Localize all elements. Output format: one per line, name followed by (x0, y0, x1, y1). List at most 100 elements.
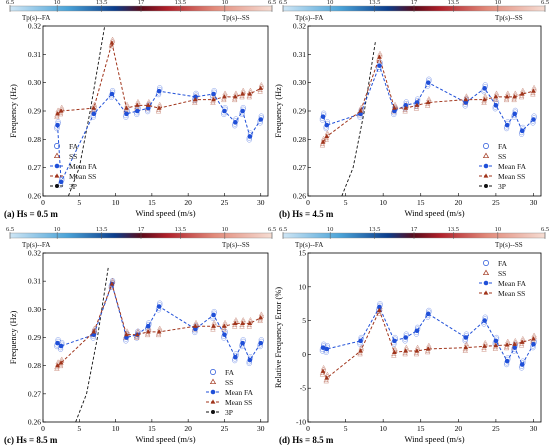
legend-label: Mean FA (69, 162, 98, 171)
ss-sample-point (240, 87, 246, 93)
colorbar-tick-label: 13.5 (96, 226, 107, 233)
ss-sample-point (492, 345, 499, 351)
mean-fa-point (425, 311, 431, 317)
mean-fa-point (493, 338, 499, 344)
mean-fa-point (145, 323, 151, 329)
mean-fa-point (258, 117, 264, 122)
ss-sample-point (505, 338, 511, 344)
mean-ss-point (519, 91, 525, 96)
ss-sample-point (258, 311, 265, 317)
mean-ss-point (463, 345, 469, 350)
legend-label: 3P (225, 408, 233, 417)
x-tick-label: 25 (221, 424, 229, 433)
mean-fa-point (222, 332, 227, 337)
x-tick-label: 0 (41, 198, 45, 207)
ss-sample-point (135, 98, 141, 104)
legend-label: Mean SS (225, 398, 252, 407)
y-tick-label: 0.26 (28, 418, 41, 427)
legend-marker-3p (55, 184, 59, 188)
mean-ss-point (403, 105, 409, 110)
mean-fa-point (414, 328, 420, 334)
legend-marker-mean-fa (483, 280, 489, 286)
ss-sample-point (518, 342, 525, 348)
x-tick-label: 15 (417, 424, 425, 433)
ss-sample-point (319, 371, 326, 377)
ss-sample-point (211, 319, 217, 325)
ss-sample-point (258, 81, 265, 87)
ss-sample-point (481, 346, 487, 352)
ss-sample-point (192, 100, 198, 105)
legend-label: FA (69, 142, 79, 151)
mean-fa-point (91, 332, 97, 337)
mean-fa-point (392, 108, 397, 114)
colorbar-tick-label: 10 (222, 226, 229, 233)
ss-sample-point (520, 87, 526, 93)
mean-fa-point (258, 340, 264, 346)
mean-ss-point (377, 54, 382, 59)
legend-label: Mean FA (225, 388, 254, 397)
ss-sample-point (323, 136, 329, 142)
mean-ss-point (377, 307, 382, 313)
legend-marker-fa (210, 369, 216, 375)
ss-sample-point (357, 351, 363, 357)
colorbar-label-fa: Tp(s)--FA (22, 14, 50, 22)
ss-sample-point (247, 317, 254, 322)
colorbar-tick-label: 10 (54, 226, 61, 233)
y-tick-label: 0.32 (28, 249, 41, 258)
y-tick-label: 0.30 (28, 305, 41, 314)
mean-ss-point (193, 323, 198, 328)
y-tick-label: -5 (300, 384, 306, 393)
y-tick-label: 0.26 (293, 192, 306, 201)
ss-sample-point (146, 98, 152, 104)
ss-sample-point (426, 96, 432, 101)
mean-fa-point (211, 312, 216, 318)
mean-ss-point (240, 91, 245, 96)
colorbar-tick-label: 10 (495, 226, 502, 233)
y-axis-label: Frequency (Hz) (273, 84, 283, 138)
y-axis-label: Relative Frequency Error (%) (273, 287, 283, 388)
mean-ss-point (425, 99, 431, 105)
mean-fa-point (247, 357, 253, 363)
x-tick-label: 30 (530, 424, 538, 433)
x-tick-label: 5 (77, 424, 81, 433)
mean-ss-point (403, 348, 409, 353)
x-tick-label: 15 (148, 198, 156, 207)
y-tick-label: 15 (299, 249, 307, 258)
mean-fa-point (493, 103, 499, 108)
mean-ss-point (258, 315, 264, 320)
colorbar-tick-label: 13.5 (175, 226, 186, 233)
mean-fa-point (504, 122, 510, 128)
legend-marker-3p (211, 410, 215, 414)
legend-marker-ss (482, 152, 490, 159)
colorbar-tick-label: 13.5 (175, 0, 186, 6)
legend-marker-3p (484, 184, 488, 188)
legend-marker-fa (54, 143, 60, 149)
legend-marker-mean-fa (483, 163, 489, 169)
mean-fa-point (193, 326, 198, 332)
ss-sample-point (530, 91, 536, 97)
mean-ss-point (145, 102, 151, 107)
mean-ss-point (240, 320, 245, 326)
ss-sample-point (144, 332, 151, 338)
ss-sample-point (54, 114, 60, 120)
plot-area (54, 26, 265, 196)
x-axis-label: Wind speed (m/s) (135, 434, 195, 444)
mean-ss-point (193, 97, 198, 102)
x-tick-label: 5 (344, 424, 348, 433)
ss-sample-point (233, 317, 239, 322)
ss-sample-point (402, 108, 408, 114)
mean-fa-point (414, 100, 420, 105)
ss-sample-point (403, 344, 410, 350)
y-axis-label: Frequency (Hz) (8, 311, 18, 365)
colorbar-label-ss: Tp(s)--SS (495, 14, 523, 22)
mean-ss-point (134, 102, 140, 107)
y-tick-label: 0.30 (293, 78, 306, 87)
y-axis-label: Frequency (Hz) (8, 84, 18, 138)
x-axis-label: Wind speed (m/s) (404, 434, 464, 444)
legend-label: Mean SS (498, 289, 525, 298)
chart-panel-4: 6.5 10 13.5 17 13.5 10 6.5 Tp(s)--FA Tp(s)--SS 0 5… (273, 226, 549, 445)
ss-sample-point (426, 342, 432, 348)
ss-sample-point (463, 93, 470, 99)
legend-label: Mean FA (498, 162, 527, 171)
